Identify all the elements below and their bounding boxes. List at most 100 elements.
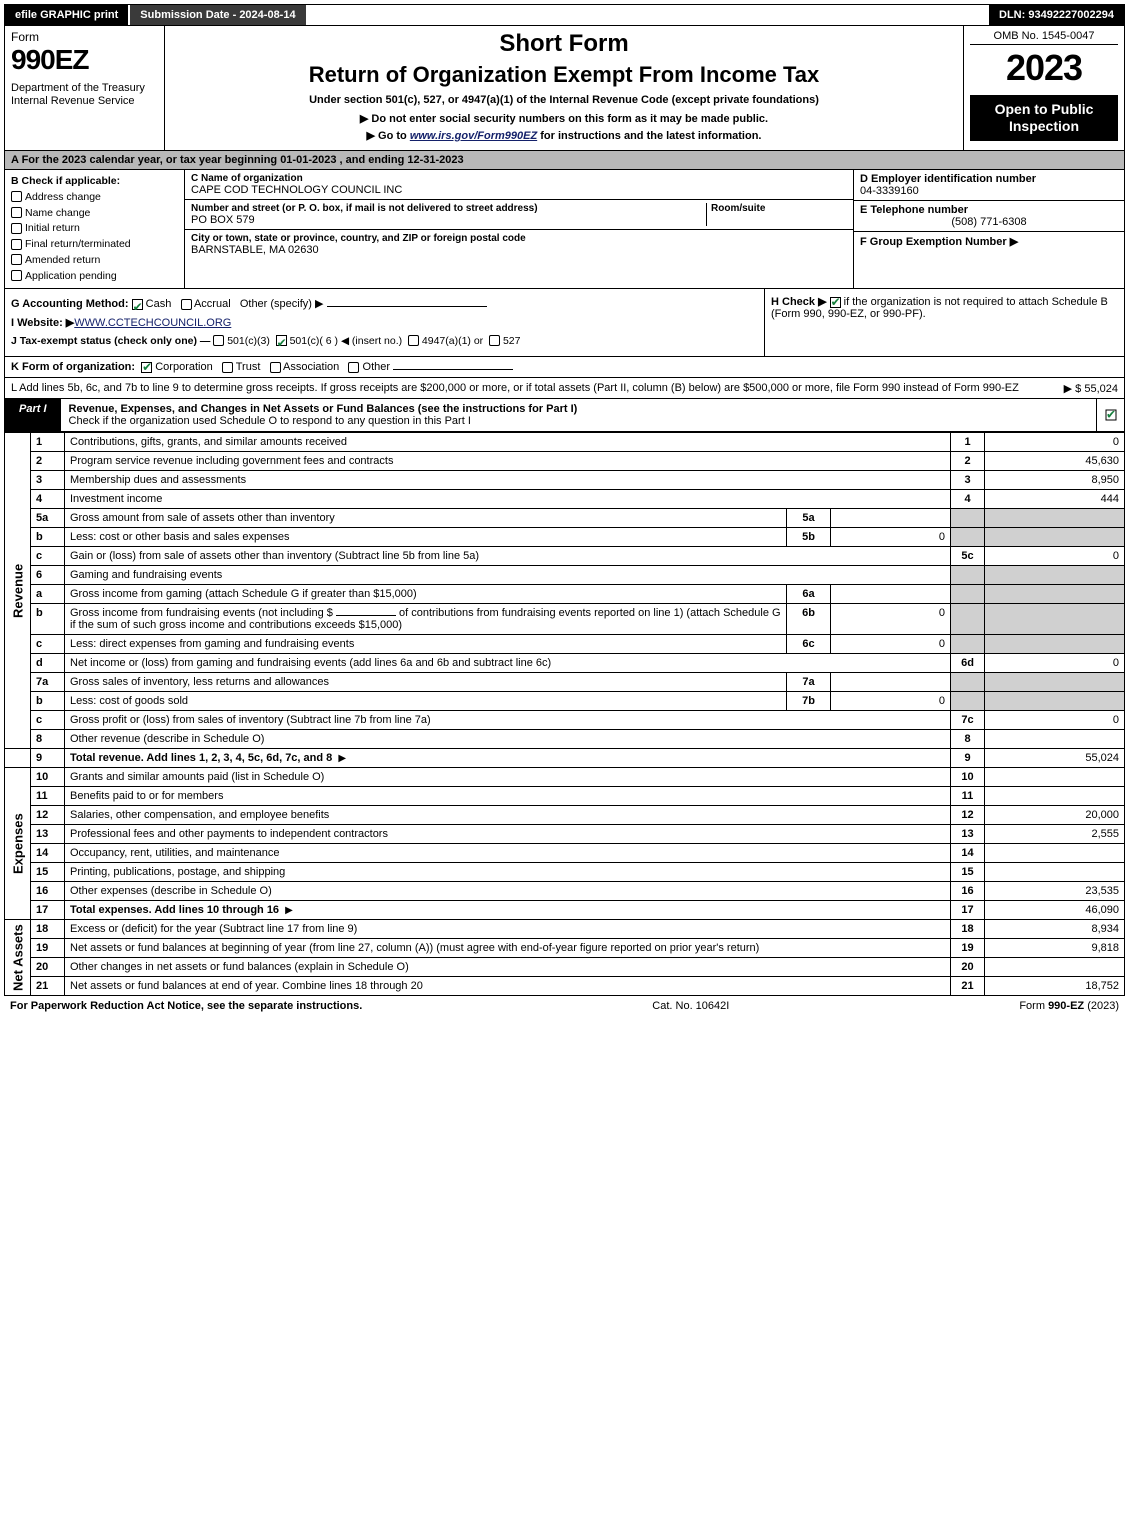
- chk-schedule-o[interactable]: [1105, 410, 1116, 421]
- group-exemption-label: F Group Exemption Number ▶: [860, 236, 1018, 248]
- l19-desc: Net assets or fund balances at beginning…: [65, 939, 951, 958]
- l2-num: 2: [31, 452, 65, 471]
- subtitle-2a: ▶ Do not enter social security numbers o…: [173, 112, 955, 125]
- l18-num: 18: [31, 920, 65, 939]
- street-value: PO BOX 579: [191, 214, 702, 226]
- l15-val: [985, 863, 1125, 882]
- l-text: L Add lines 5b, 6c, and 7b to line 9 to …: [11, 382, 1019, 394]
- col-b: B Check if applicable: Address change Na…: [5, 170, 185, 288]
- chk-association[interactable]: [270, 362, 281, 373]
- chk-trust[interactable]: [222, 362, 233, 373]
- part1-table: Revenue 1 Contributions, gifts, grants, …: [4, 432, 1125, 996]
- h-label: H Check ▶: [771, 296, 827, 308]
- phone-label: E Telephone number: [860, 204, 1118, 216]
- other-method-input[interactable]: [327, 306, 487, 307]
- city-value: BARNSTABLE, MA 02630: [191, 244, 847, 256]
- chk-4947[interactable]: [408, 335, 419, 346]
- line-6b: b Gross income from fundraising events (…: [5, 604, 1125, 635]
- l-amount: ▶ $ 55,024: [1064, 382, 1118, 395]
- l5a-ival: [831, 509, 951, 528]
- row-g: G Accounting Method: Cash Accrual Other …: [11, 295, 758, 314]
- chk-final-return[interactable]: Final return/terminated: [11, 237, 178, 253]
- line-15: 15 Printing, publications, postage, and …: [5, 863, 1125, 882]
- line-6c: c Less: direct expenses from gaming and …: [5, 635, 1125, 654]
- l9-desc: Total revenue. Add lines 1, 2, 3, 4, 5c,…: [65, 749, 951, 768]
- l8-desc: Other revenue (describe in Schedule O): [65, 730, 951, 749]
- line-7b: b Less: cost of goods sold 7b 0: [5, 692, 1125, 711]
- org-name: CAPE COD TECHNOLOGY COUNCIL INC: [191, 184, 847, 196]
- chk-address-change[interactable]: Address change: [11, 190, 178, 206]
- l6c-desc: Less: direct expenses from gaming and fu…: [65, 635, 787, 654]
- l5c-rbox: 5c: [951, 547, 985, 566]
- l5c-desc: Gain or (loss) from sale of assets other…: [65, 547, 951, 566]
- l6a-desc: Gross income from gaming (attach Schedul…: [65, 585, 787, 604]
- efile-print-button[interactable]: efile GRAPHIC print: [5, 5, 130, 25]
- irs-link[interactable]: www.irs.gov/Form990EZ: [410, 130, 537, 142]
- l2-rbox: 2: [951, 452, 985, 471]
- chk-accrual[interactable]: [181, 299, 192, 310]
- chk-name-change[interactable]: Name change: [11, 206, 178, 222]
- l1-num: 1: [31, 433, 65, 452]
- line-6a: a Gross income from gaming (attach Sched…: [5, 585, 1125, 604]
- line-6: 6 Gaming and fundraising events: [5, 566, 1125, 585]
- l10-rbox: 10: [951, 768, 985, 787]
- chk-527[interactable]: [489, 335, 500, 346]
- l7a-ibox: 7a: [787, 673, 831, 692]
- l6b-blank[interactable]: [336, 615, 396, 616]
- l7b-ival: 0: [831, 692, 951, 711]
- g-label: G Accounting Method:: [11, 298, 129, 310]
- col-c: C Name of organization CAPE COD TECHNOLO…: [185, 170, 854, 288]
- lab-association: Association: [283, 361, 339, 373]
- department: Department of the Treasury Internal Reve…: [11, 82, 158, 108]
- l5a-shade-v: [985, 509, 1125, 528]
- other-org-input[interactable]: [393, 369, 513, 370]
- line-18: Net Assets 18 Excess or (deficit) for th…: [5, 920, 1125, 939]
- l5c-num: c: [31, 547, 65, 566]
- l16-desc: Other expenses (describe in Schedule O): [65, 882, 951, 901]
- dln: DLN: 93492227002294: [989, 5, 1124, 25]
- l10-num: 10: [31, 768, 65, 787]
- l5b-ival: 0: [831, 528, 951, 547]
- ein-label: D Employer identification number: [860, 173, 1118, 185]
- l6c-ibox: 6c: [787, 635, 831, 654]
- chk-501c[interactable]: [276, 335, 287, 346]
- chk-corporation[interactable]: [141, 362, 152, 373]
- header-left: Form 990EZ Department of the Treasury In…: [5, 26, 165, 150]
- topbar-spacer: [306, 5, 989, 25]
- website-link[interactable]: WWW.CCTECHCOUNCIL.ORG: [74, 317, 231, 329]
- l13-val: 2,555: [985, 825, 1125, 844]
- chk-application-pending[interactable]: Application pending: [11, 269, 178, 285]
- l13-desc: Professional fees and other payments to …: [65, 825, 951, 844]
- chk-cash[interactable]: [132, 299, 143, 310]
- l17-num: 17: [31, 901, 65, 920]
- lab-application-pending: Application pending: [25, 270, 117, 282]
- chk-schedule-b[interactable]: [830, 297, 841, 308]
- header-right: OMB No. 1545-0047 2023 Open to Public In…: [964, 26, 1124, 150]
- group-exemption-cell: F Group Exemption Number ▶: [854, 232, 1124, 251]
- k-label: K Form of organization:: [11, 361, 135, 373]
- l6-shade-r: [951, 566, 985, 585]
- l7a-shade-r: [951, 673, 985, 692]
- chk-amended-return[interactable]: Amended return: [11, 253, 178, 269]
- l7a-num: 7a: [31, 673, 65, 692]
- l6a-shade-v: [985, 585, 1125, 604]
- l1-rbox: 1: [951, 433, 985, 452]
- ghij-right: H Check ▶ if the organization is not req…: [764, 289, 1124, 356]
- lab-527: 527: [503, 335, 521, 347]
- l6a-num: a: [31, 585, 65, 604]
- l7a-shade-v: [985, 673, 1125, 692]
- footer-right: Form 990-EZ (2023): [1019, 1000, 1119, 1012]
- form-header: Form 990EZ Department of the Treasury In…: [4, 26, 1125, 151]
- l11-desc: Benefits paid to or for members: [65, 787, 951, 806]
- form-number: 990EZ: [11, 44, 158, 76]
- chk-other-org[interactable]: [348, 362, 359, 373]
- l15-num: 15: [31, 863, 65, 882]
- l5b-shade-r: [951, 528, 985, 547]
- chk-initial-return[interactable]: Initial return: [11, 221, 178, 237]
- line-20: 20 Other changes in net assets or fund b…: [5, 958, 1125, 977]
- line-3: 3 Membership dues and assessments 3 8,95…: [5, 471, 1125, 490]
- l3-desc: Membership dues and assessments: [65, 471, 951, 490]
- chk-501c3[interactable]: [213, 335, 224, 346]
- lab-501c: 501(c)( 6 ) ◀ (insert no.): [290, 335, 403, 347]
- l7c-desc: Gross profit or (loss) from sales of inv…: [65, 711, 951, 730]
